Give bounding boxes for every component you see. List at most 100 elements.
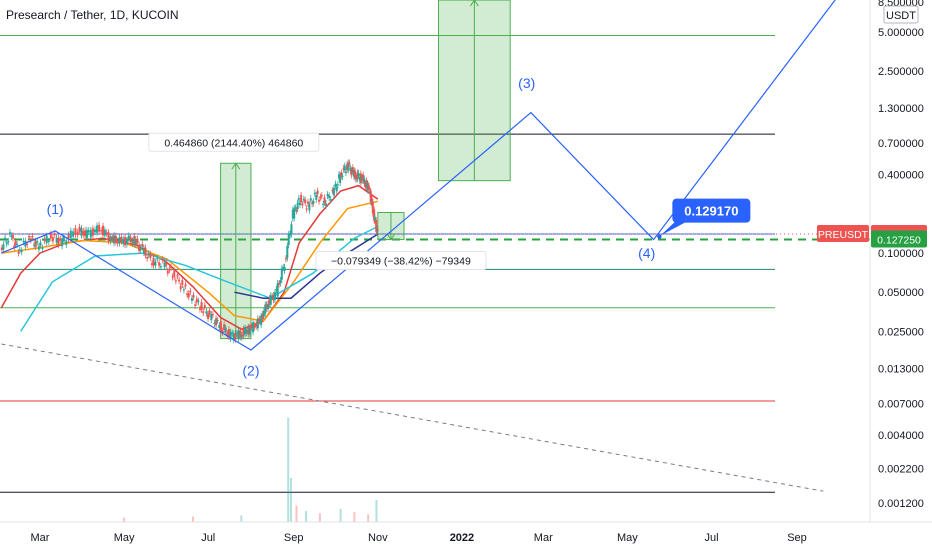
candle-body bbox=[37, 246, 40, 250]
candle-body bbox=[28, 236, 31, 238]
x-tick-label: 2022 bbox=[450, 532, 474, 544]
moving-average-line-1 bbox=[0, 184, 379, 331]
measure-label-0: 0.464860 (2144.40%) 464860 bbox=[164, 137, 303, 149]
candle-body bbox=[347, 162, 350, 171]
candle-body bbox=[293, 208, 296, 219]
volume-bar bbox=[295, 505, 298, 522]
y-tick-label: 5.000000 bbox=[878, 27, 924, 39]
candle-body bbox=[43, 239, 46, 242]
candle-body bbox=[328, 195, 331, 199]
price-badges: PREUSDT17:12:270.127250 bbox=[817, 225, 927, 248]
candle-body bbox=[355, 177, 358, 180]
currency-box[interactable] bbox=[883, 5, 919, 24]
wave-label-3: (3) bbox=[518, 75, 535, 91]
y-tick-label: 0.013000 bbox=[878, 363, 924, 375]
candle-body bbox=[264, 304, 267, 314]
marker-box bbox=[672, 198, 751, 223]
candle-body bbox=[340, 172, 343, 177]
candle-body bbox=[10, 235, 13, 237]
candle-body bbox=[133, 235, 136, 245]
candle-body bbox=[348, 162, 351, 165]
candle-body bbox=[344, 171, 347, 174]
candle-body bbox=[178, 279, 181, 282]
candle-body bbox=[218, 324, 221, 329]
candle-body bbox=[45, 235, 48, 244]
candle-body bbox=[219, 321, 222, 332]
candle-body bbox=[245, 329, 248, 334]
candle-body bbox=[296, 202, 299, 210]
volume-bars bbox=[123, 417, 378, 522]
candle-body bbox=[36, 241, 39, 243]
volume-bar bbox=[192, 516, 195, 522]
measure-label-1: −0.079349 (−38.42%) −79349 bbox=[331, 256, 471, 268]
candle-body bbox=[322, 203, 325, 206]
candle-body bbox=[255, 323, 258, 327]
candle-body bbox=[166, 270, 169, 274]
candle-body bbox=[93, 229, 96, 233]
symbol-badge bbox=[817, 225, 869, 243]
x-tick-label: May bbox=[114, 532, 135, 544]
candle-body bbox=[102, 225, 105, 236]
candle-body bbox=[98, 224, 101, 232]
candle-body bbox=[375, 220, 378, 232]
candle-body bbox=[4, 237, 7, 240]
candle-body bbox=[96, 225, 99, 233]
candle-body bbox=[240, 334, 243, 338]
candle-body bbox=[163, 262, 166, 268]
candle-body bbox=[335, 187, 338, 192]
volume-bar bbox=[123, 517, 126, 522]
candle-body bbox=[5, 242, 8, 245]
candle-body bbox=[124, 236, 127, 246]
symbol-badge-label: PREUSDT bbox=[818, 229, 869, 241]
candle-body bbox=[365, 180, 368, 189]
candle-body bbox=[357, 172, 360, 176]
candle-body bbox=[107, 232, 110, 242]
candle-body bbox=[31, 235, 34, 238]
candle-body bbox=[338, 174, 341, 179]
candle-body bbox=[260, 315, 263, 326]
candle-body bbox=[14, 240, 17, 246]
candle-body bbox=[198, 308, 201, 310]
wave-labels: (1) (2) (3) (4) bbox=[47, 75, 656, 378]
candle-body bbox=[376, 229, 379, 232]
candle-body bbox=[289, 233, 292, 236]
y-tick-label: 8.500000 bbox=[878, 0, 924, 9]
candle-body bbox=[181, 280, 184, 286]
measure-arrowhead-1 bbox=[386, 233, 396, 241]
candle-body bbox=[280, 268, 283, 280]
candle-body bbox=[265, 304, 268, 309]
y-tick-label: 0.004000 bbox=[878, 430, 924, 442]
candle-body bbox=[109, 236, 112, 242]
volume-bar bbox=[240, 515, 243, 522]
candle-body bbox=[269, 295, 272, 305]
candle-body bbox=[122, 238, 125, 245]
candle-body bbox=[150, 263, 153, 265]
candle-body bbox=[203, 305, 206, 308]
candle-body bbox=[290, 224, 293, 235]
candle-body bbox=[195, 298, 198, 303]
measure-label-bg-0 bbox=[148, 132, 320, 152]
candle-body bbox=[276, 282, 279, 297]
candle-body bbox=[33, 244, 36, 246]
candle-body bbox=[309, 198, 312, 201]
candle-body bbox=[286, 245, 289, 259]
candle-body bbox=[76, 231, 79, 236]
candle-body bbox=[234, 333, 237, 340]
candle-body bbox=[190, 298, 193, 301]
candle-body bbox=[62, 236, 65, 242]
trend-line-group bbox=[1, 343, 824, 492]
candle-body bbox=[349, 168, 352, 172]
price-axis[interactable]: 8.500000 5.000000 2.500000 1.300000 0.700000… bbox=[878, 0, 924, 510]
candle-body bbox=[302, 198, 305, 201]
candle-body bbox=[367, 185, 370, 190]
candle-body bbox=[343, 165, 346, 171]
candle-body bbox=[51, 237, 54, 242]
candle-body bbox=[13, 245, 16, 248]
candle-body bbox=[125, 239, 128, 245]
volume-bar bbox=[289, 478, 292, 522]
projection-marker-group: 0.129170 bbox=[657, 198, 751, 239]
candle-body bbox=[170, 266, 173, 269]
candle-body bbox=[187, 293, 190, 298]
time-axis[interactable]: Mar May Jul Sep Nov 2022 Mar May Jul Sep bbox=[31, 532, 807, 544]
